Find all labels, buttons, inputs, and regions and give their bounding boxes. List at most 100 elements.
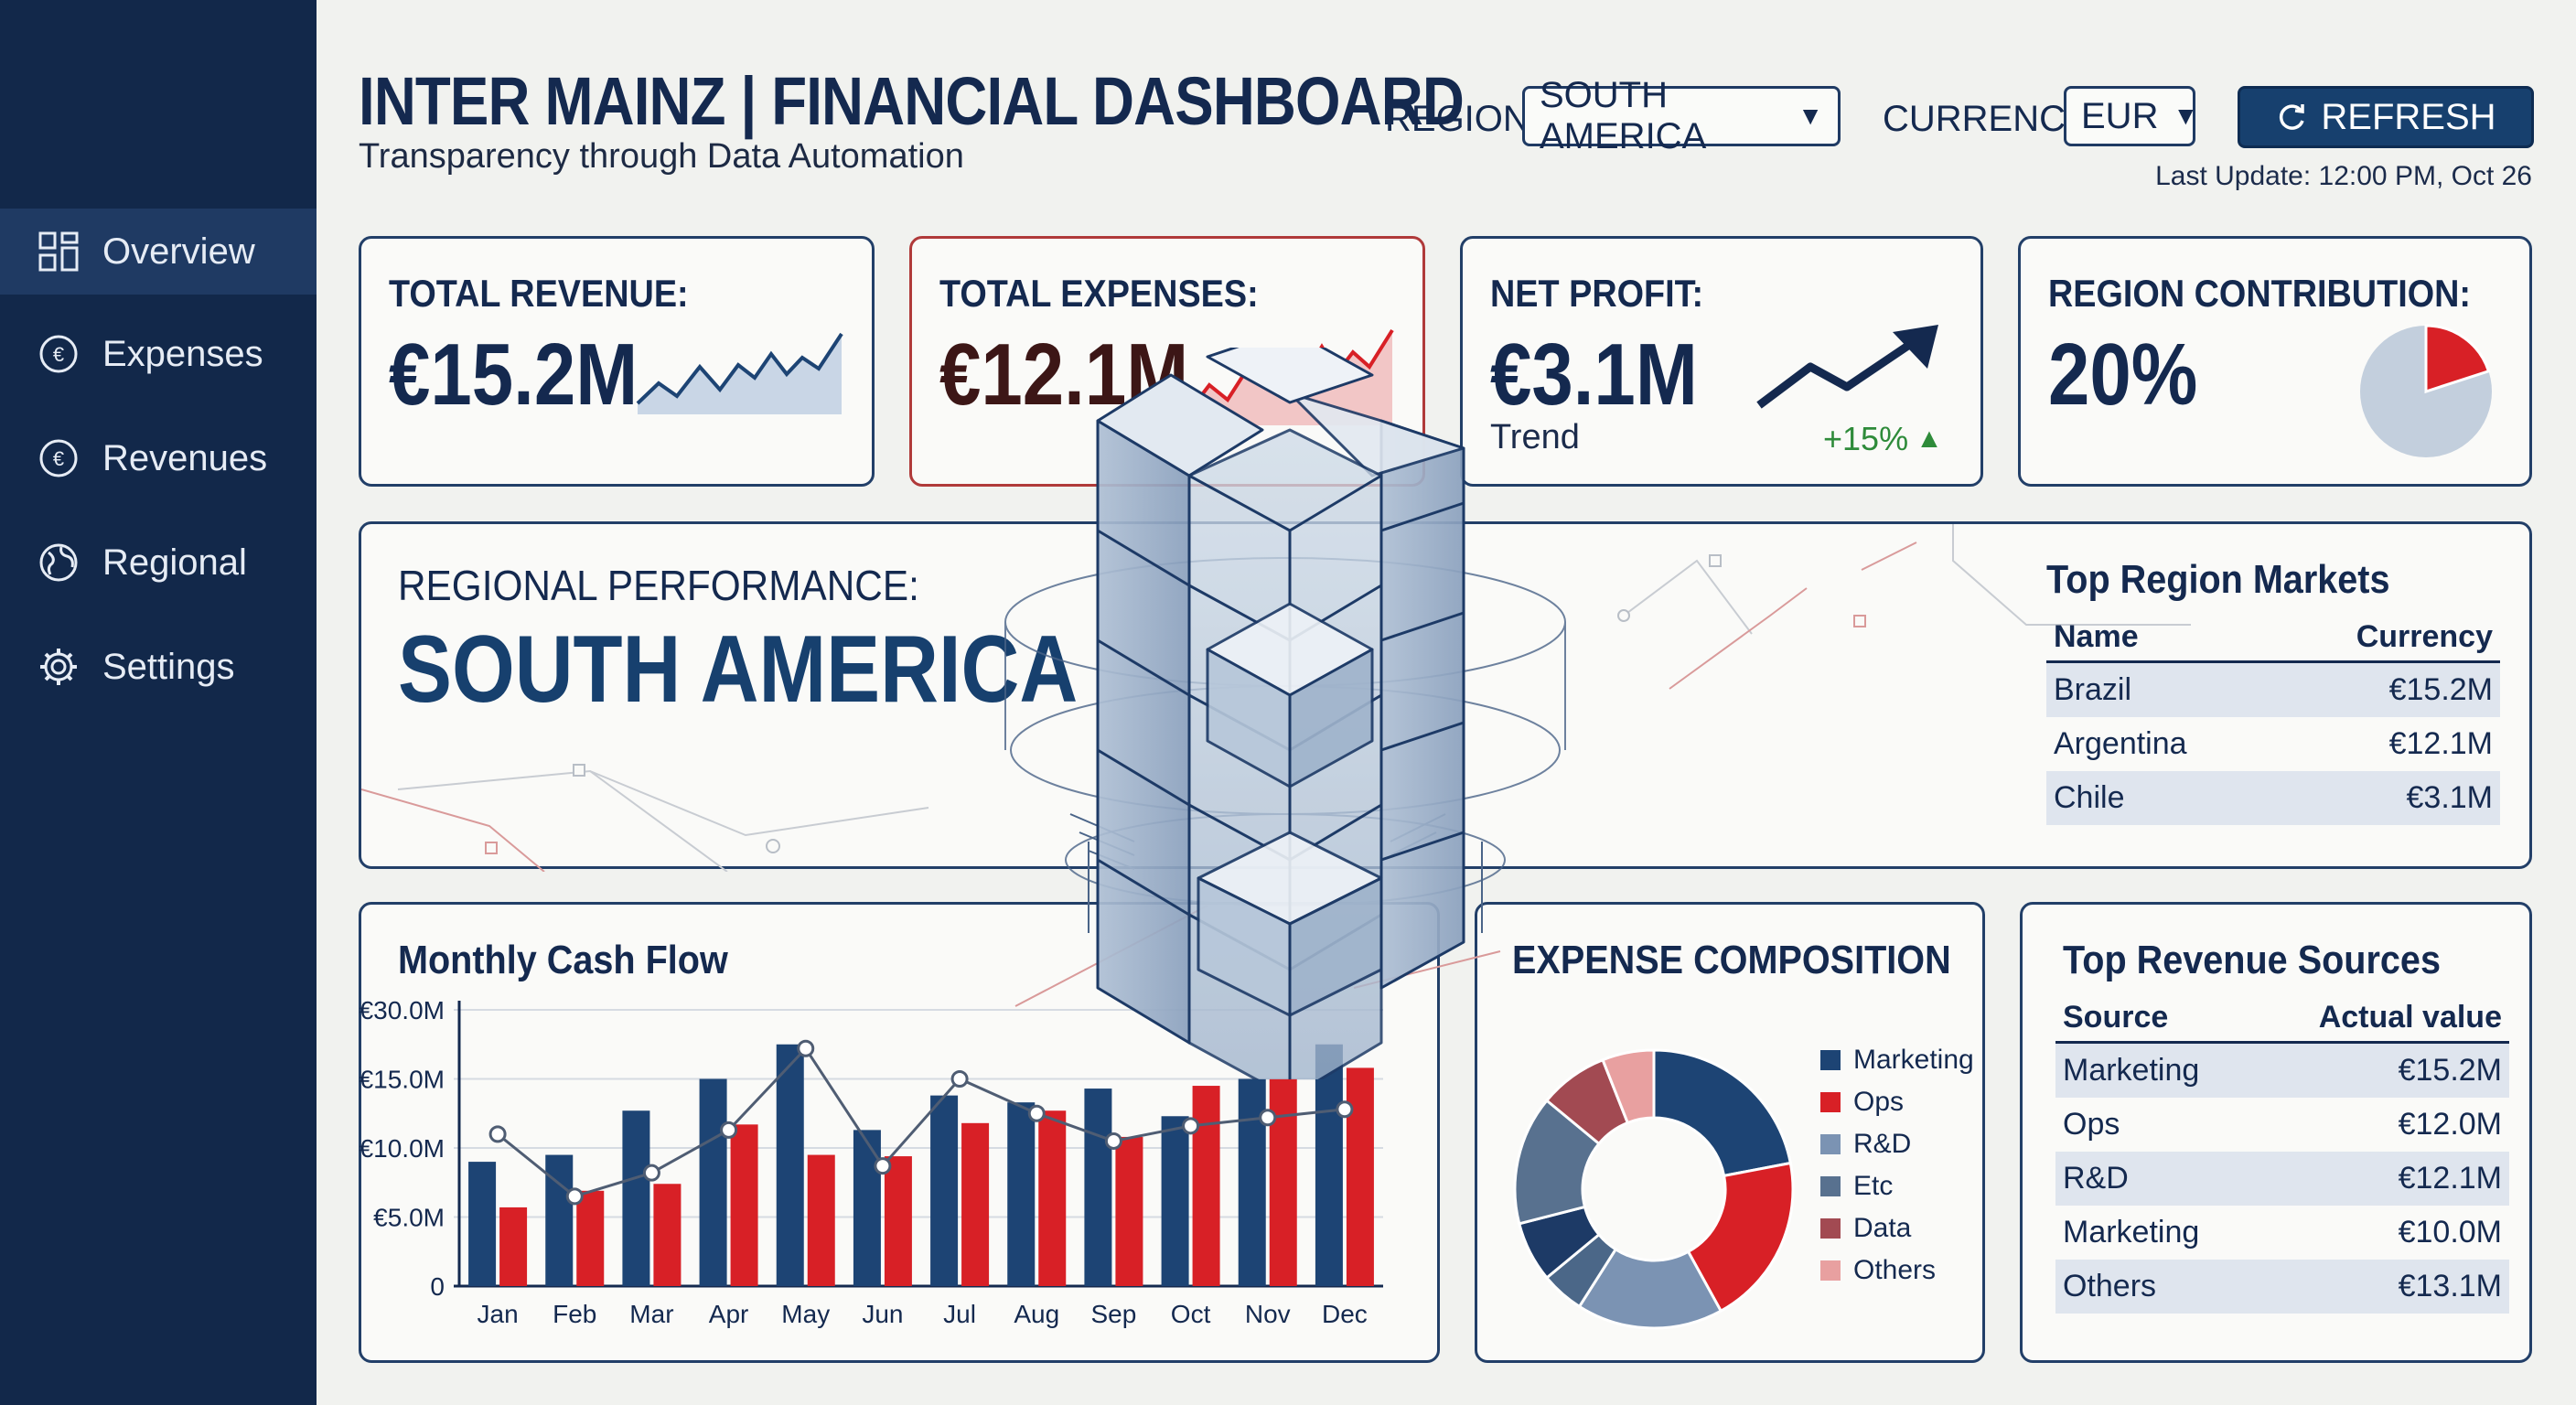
market-name: Chile [2046,771,2271,825]
x-tick-label: Nov [1245,1300,1291,1328]
pie-slice-region [2424,324,2491,394]
last-update: Last Update: 12:00 PM, Oct 26 [2155,161,2532,191]
donut-slice [1601,1048,1656,1125]
table-row[interactable]: Ops €12.0M [2055,1098,2509,1152]
sidebar-item-settings[interactable]: Settings [0,624,317,710]
region-select[interactable]: SOUTH AMERICA ▼ [1522,75,1841,156]
source-value: €13.1M [2251,1260,2509,1314]
y-tick-label: €5.0M [373,1204,445,1232]
refresh-icon [2280,104,2305,130]
bar-series-1 [776,1044,804,1286]
bar-series-2 [1115,1136,1143,1286]
column-header: Actual value [2251,994,2509,1044]
total-expenses-card[interactable]: TOTAL EXPENSES: €12.1M [909,236,1425,487]
legend-item: Others [1820,1249,1974,1292]
sidebar-item-overview[interactable]: Overview [0,209,317,295]
source-name: Others [2055,1260,2252,1314]
bar-series-1 [699,1078,727,1286]
legend-swatch [1820,1260,1841,1281]
sidebar-item-revenues[interactable]: € Revenues [0,415,317,501]
expense-legend: Marketing Ops R&D Etc Data Others [1820,1039,1974,1292]
source-value: €12.0M [2398,1107,2502,1142]
x-tick-label: Jun [862,1300,903,1328]
column-header: Name [2046,614,2271,663]
kpi-value: 20% [2048,326,2198,424]
legend-item: Data [1820,1207,1974,1249]
line-point [720,1121,738,1139]
revenue-sparkline [636,332,843,414]
table-row[interactable]: Marketing €10.0M [2055,1206,2509,1260]
currency-select-value: EUR [2081,95,2159,136]
y-tick-label: €30.0M [360,996,445,1024]
currency-label: CURRENCY: [1883,99,2098,139]
page-title: INTER MAINZ | FINANCIAL DASHBOARD [359,63,1465,139]
bar-series-2 [1192,1086,1220,1286]
table-row[interactable]: Argentina €12.1M [2046,717,2500,771]
bar-series-1 [1315,1044,1343,1286]
table-row[interactable]: Chile €3.1M [2046,771,2500,825]
line-point [1027,1104,1046,1122]
market-value: €3.1M [2270,771,2500,825]
top-revenue-sources-title: Top Revenue Sources [2063,938,2441,982]
regional-performance-label: REGIONAL PERFORMANCE: [398,562,919,609]
legend-label: Data [1853,1213,1912,1243]
sidebar: Overview € Expenses € Revenues Regional … [0,0,317,1405]
table-row[interactable]: R&D €12.1M [2055,1152,2509,1206]
column-header: Currency [2270,614,2500,663]
region-contribution-card[interactable]: REGION CONTRIBUTION: 20% [2018,236,2532,487]
market-name: Brazil [2046,661,2271,717]
top-region-markets-title: Top Region Markets [2046,557,2390,602]
sidebar-item-expenses[interactable]: € Expenses [0,311,317,397]
trend-change: +15% ▲ [1823,420,1943,458]
table-row[interactable]: Others €13.1M [2055,1260,2509,1314]
bar-series-2 [576,1190,605,1286]
source-name: Marketing [2063,1215,2200,1249]
sidebar-item-label: Expenses [102,333,263,374]
x-tick-label: Feb [553,1300,596,1328]
line-point [797,1039,815,1057]
net-profit-card[interactable]: NET PROFIT: €3.1M Trend +15% ▲ [1460,236,1983,487]
x-tick-label: Aug [1014,1300,1059,1328]
currency-select[interactable]: EUR ▼ [2064,86,2198,146]
legend-item: R&D [1820,1123,1974,1165]
kpi-label: REGION CONTRIBUTION: [2048,272,2471,315]
x-tick-label: Oct [1171,1300,1211,1328]
line-point [642,1164,660,1182]
trend-up-arrow-icon [1756,325,1938,409]
y-tick-label: €15.0M [360,1066,445,1094]
legend-swatch [1820,1050,1841,1070]
euro-icon: € [37,436,80,480]
sidebar-item-regional[interactable]: Regional [0,520,317,606]
bar-series-1 [853,1130,881,1286]
cash-flow-title: Monthly Cash Flow [398,938,728,982]
legend-label: Others [1853,1255,1937,1285]
line-point [874,1157,892,1175]
total-revenue-card[interactable]: TOTAL REVENUE: €15.2M [359,236,875,487]
sidebar-item-label: Settings [102,646,235,687]
x-tick-label: May [781,1300,830,1328]
gear-icon [37,645,80,689]
kpi-value: €3.1M [1490,326,1698,424]
grid-icon [37,230,80,273]
legend-swatch [1820,1218,1841,1239]
kpi-label: NET PROFIT: [1490,272,1704,315]
cash-flow-chart: 0 €5.0M €10.0M €15.0M €30.0M Jan Feb Mar Apr May J… [360,996,1383,1328]
triangle-up-icon: ▲ [1916,424,1943,454]
line-point [488,1125,507,1143]
x-tick-label: Jan [478,1300,519,1328]
refresh-button[interactable]: REFRESH [2238,86,2534,148]
line-point [1104,1132,1122,1150]
bar-series-1 [1084,1089,1112,1286]
bar-series-2 [961,1122,990,1286]
y-tick-label: €10.0M [360,1134,445,1163]
table-row[interactable]: Brazil €15.2M [2046,661,2500,717]
bar-series-1 [622,1110,650,1286]
source-name: Ops [2063,1107,2120,1142]
euro-icon: € [37,332,80,376]
kpi-label: TOTAL EXPENSES: [939,272,1259,315]
donut-slice [1652,1048,1793,1178]
bar-series-2 [730,1124,758,1286]
legend-swatch [1820,1176,1841,1196]
sidebar-item-label: Revenues [102,437,268,478]
table-row[interactable]: Marketing €15.2M [2055,1042,2509,1098]
